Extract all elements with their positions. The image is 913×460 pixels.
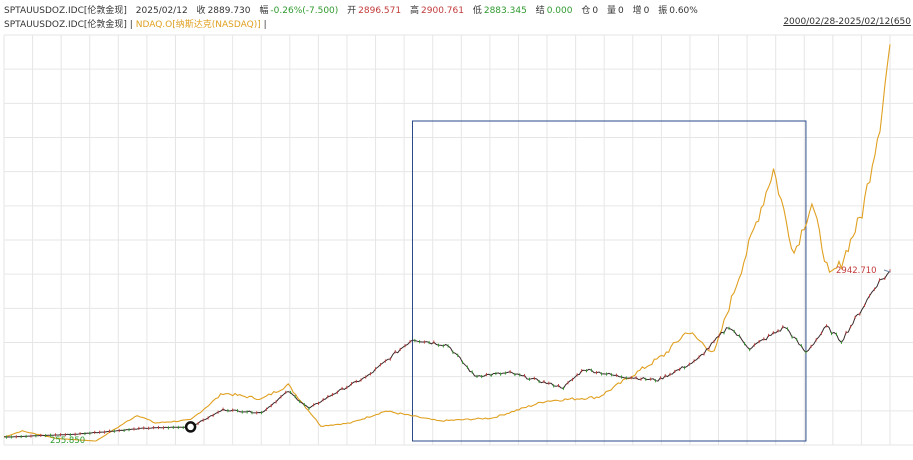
close-label: 收 xyxy=(196,6,206,16)
chart-grid xyxy=(3,34,913,446)
close-value: 2889.730 xyxy=(207,6,251,16)
symbol-label[interactable]: SPTAUUSDOZ.IDC[伦敦金现] xyxy=(4,6,127,16)
end-value-connector xyxy=(883,269,891,273)
open-value: 2896.571 xyxy=(358,6,402,16)
settle-value: 0.000 xyxy=(546,6,573,16)
low-label: 低 xyxy=(472,6,482,16)
series-legend: SPTAUUSDOZ.IDC[伦敦金现] | NDAQ.O[纳斯达克(NASDA… xyxy=(4,17,267,30)
amplitude-label: 振 xyxy=(658,6,668,16)
chart-annotations: 255.850 2942.710 xyxy=(50,266,891,446)
position-label: 仓 xyxy=(581,6,591,16)
low-value: 2883.345 xyxy=(483,6,527,16)
increase-value: 0 xyxy=(643,6,650,16)
series-line-nasdaq[interactable] xyxy=(3,44,891,442)
position-value: 0 xyxy=(592,6,599,16)
volume-label: 量 xyxy=(606,6,616,16)
high-label: 高 xyxy=(410,6,420,16)
chart-series xyxy=(3,44,891,442)
series-line-gold[interactable] xyxy=(3,270,891,438)
increase-label: 增 xyxy=(632,6,642,16)
quote-header: SPTAUUSDOZ.IDC[伦敦金现] 2025/02/12 收 2889.73… xyxy=(4,3,704,16)
end-value-label: 2942.710 xyxy=(836,266,877,276)
selection-box[interactable] xyxy=(411,120,807,442)
price-chart[interactable]: 255.850 2942.710 xyxy=(0,31,913,460)
start-marker[interactable] xyxy=(184,421,197,433)
legend-compare-series[interactable]: NDAQ.O[纳斯达克(NASDAQ)] xyxy=(135,20,261,30)
open-label: 开 xyxy=(347,6,357,16)
high-value: 2900.761 xyxy=(421,6,464,16)
change-value: -0.26%(-7.500) xyxy=(270,6,339,16)
date-label: 2025/02/12 xyxy=(135,6,188,16)
start-value-label: 255.850 xyxy=(50,436,85,446)
settle-label: 结 xyxy=(535,6,545,16)
volume-value: 0 xyxy=(617,6,624,16)
legend-suffix: | xyxy=(263,20,267,30)
amplitude-value: 0.60% xyxy=(669,6,698,16)
date-range-label[interactable]: 2000/02/28-2025/02/12(650 xyxy=(783,17,911,27)
change-label: 幅 xyxy=(259,6,269,16)
legend-main-series[interactable]: SPTAUUSDOZ.IDC[伦敦金现] xyxy=(4,20,127,30)
legend-separator: | xyxy=(129,20,133,30)
